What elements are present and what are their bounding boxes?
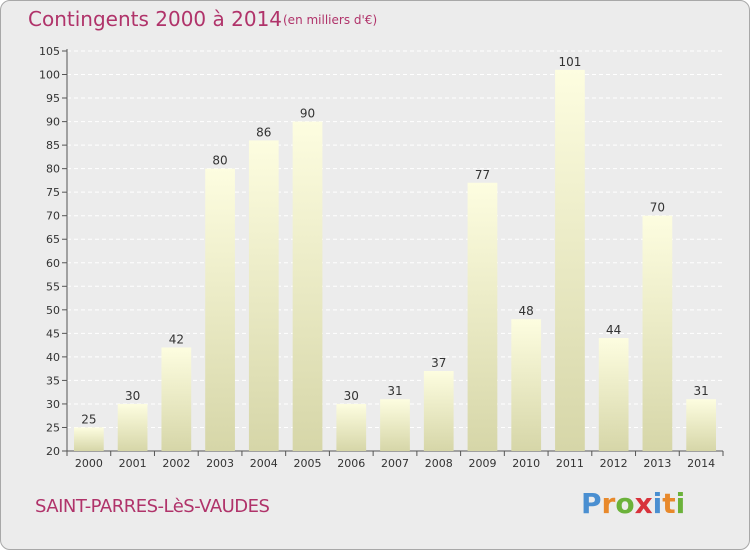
brand-letter: t (662, 487, 676, 520)
bar-2005 (292, 121, 323, 452)
x-tick-labels: 2000 2001 2002 2003 2004 2005 2006 2007 2008 2009… (66, 451, 724, 470)
data-label: 70 (650, 201, 665, 215)
proxiti-logo: Proxiti (581, 487, 685, 520)
y-tick-label: 65 (46, 233, 60, 246)
data-label: 42 (169, 332, 184, 346)
data-label: 86 (256, 125, 271, 139)
y-tick-label: 100 (39, 69, 60, 82)
bar-2008 (423, 371, 454, 451)
x-tick-label: 2005 (294, 457, 322, 470)
bar-2011 (555, 69, 585, 451)
y-tick-label: 60 (46, 257, 60, 270)
y-tick-label: 50 (46, 304, 60, 317)
y-tick-label: 45 (46, 327, 60, 340)
bar-2007 (380, 399, 410, 451)
x-tick-label: 2007 (381, 457, 409, 470)
x-tick-label: 2008 (425, 457, 453, 470)
data-label: 31 (693, 384, 708, 398)
x-tick-label: 2013 (643, 457, 671, 470)
y-tick-label: 20 (46, 445, 60, 458)
data-label: 101 (558, 55, 581, 69)
chart-title: Contingents 2000 à 2014 (28, 7, 283, 31)
brand-letter: r (601, 487, 616, 520)
bar-2014 (686, 399, 717, 451)
bar-2009 (467, 182, 498, 451)
y-tick-label: 90 (46, 116, 60, 129)
x-tick-label: 2001 (119, 457, 147, 470)
bar-2004 (248, 140, 279, 452)
data-label: 44 (606, 323, 621, 337)
y-tick-label: 80 (46, 163, 60, 176)
brand-letter: x (634, 487, 653, 520)
x-tick-label: 2004 (250, 457, 278, 470)
y-tick-label: 30 (46, 398, 60, 411)
data-label: 37 (431, 356, 446, 370)
y-tick-label: 75 (46, 186, 60, 199)
y-tick-label: 55 (46, 280, 60, 293)
brand-letter: i (675, 487, 686, 520)
bars (73, 69, 717, 452)
brand-letter: o (615, 487, 635, 520)
bar-2001 (117, 403, 148, 451)
brand-letter: P (581, 487, 602, 520)
x-tick-label: 2011 (556, 457, 584, 470)
x-tick-label: 2010 (512, 457, 540, 470)
x-tick-label: 2002 (162, 457, 190, 470)
brand-letter: i (652, 487, 663, 520)
bar-2003 (205, 168, 235, 451)
y-tick-label: 95 (46, 92, 60, 105)
commune-name: SAINT-PARRES-LèS-VAUDES (35, 496, 270, 517)
y-tick-label: 25 (46, 421, 60, 434)
y-tick-label: 35 (46, 374, 60, 387)
data-label: 25 (81, 412, 96, 426)
y-tick-label: 70 (46, 210, 60, 223)
data-labels: 25 30 42 80 86 90 30 31 37 77 48 101 44 70 31 (81, 55, 709, 427)
data-label: 48 (519, 304, 534, 318)
bar-2000 (73, 427, 104, 451)
data-label: 90 (300, 107, 315, 121)
bar-2002 (161, 347, 192, 451)
x-tick-label: 2012 (600, 457, 628, 470)
bar-2010 (511, 319, 542, 451)
y-tick-labels: 20 25 30 35 40 45 50 55 60 65 70 75 80 85 90 95 100 105 (39, 45, 67, 458)
x-tick-label: 2006 (337, 457, 365, 470)
bar-2012 (598, 338, 629, 451)
data-label: 80 (212, 154, 227, 168)
x-tick-label: 2014 (687, 457, 715, 470)
data-label: 31 (387, 384, 402, 398)
y-tick-label: 105 (39, 45, 60, 58)
x-tick-label: 2009 (468, 457, 496, 470)
y-tick-label: 40 (46, 351, 60, 364)
x-tick-label: 2003 (206, 457, 234, 470)
bar-2013 (642, 215, 673, 451)
chart-subtitle: (en milliers d'€) (283, 13, 378, 27)
x-tick-label: 2000 (75, 457, 103, 470)
data-label: 77 (475, 168, 490, 182)
data-label: 30 (125, 389, 140, 403)
bar-2006 (336, 403, 367, 451)
data-label: 30 (344, 389, 359, 403)
y-tick-label: 85 (46, 139, 60, 152)
